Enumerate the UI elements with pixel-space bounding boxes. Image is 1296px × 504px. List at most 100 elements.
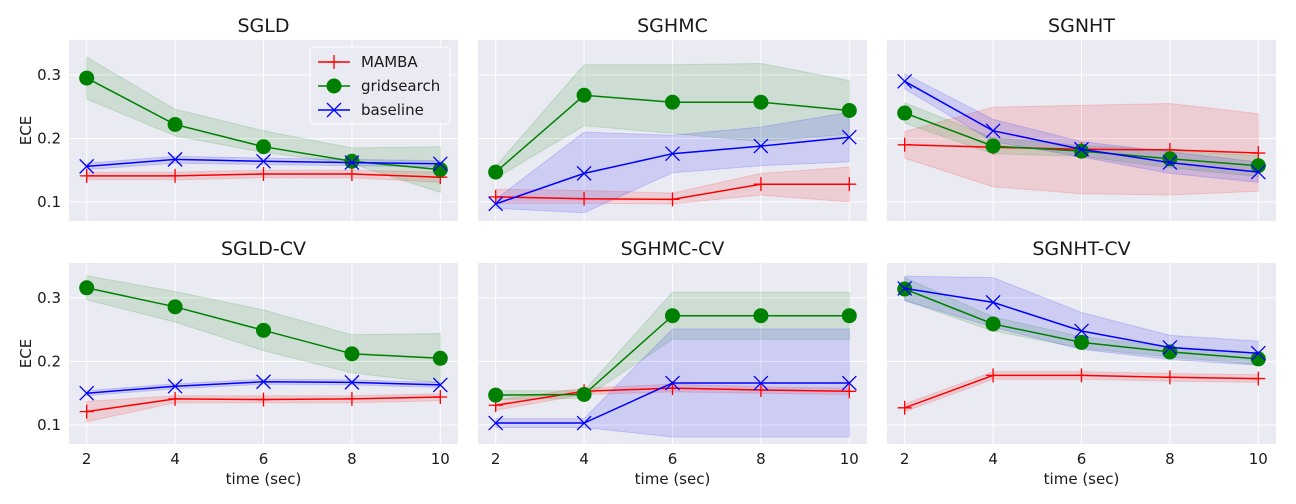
x-tick-label: 6 [1077, 450, 1087, 468]
y-axis-label: ECE [17, 116, 35, 145]
data-point-gridsearch [665, 308, 680, 324]
data-point-baseline [753, 138, 769, 154]
data-point-baseline [985, 123, 1001, 139]
data-point-mamba [577, 191, 592, 206]
data-point-baseline [1074, 141, 1089, 157]
data-point-gridsearch [488, 387, 504, 403]
data-point-gridsearch [1074, 334, 1089, 350]
x-tick-label: 6 [259, 450, 269, 468]
data-point-baseline [79, 385, 95, 401]
data-point-mamba [168, 391, 183, 406]
y-axis-label: ECE [17, 339, 35, 368]
data-point-baseline [841, 129, 857, 145]
data-point-gridsearch [576, 87, 592, 103]
data-point-gridsearch [344, 153, 360, 169]
data-point-gridsearch [841, 102, 857, 118]
data-point-baseline [1250, 345, 1266, 361]
panel-title: SGLD-CV [221, 238, 306, 260]
data-point-mamba [1251, 146, 1266, 161]
panel-title: SGNHT [1048, 15, 1115, 37]
x-axis-label: time (sec) [635, 470, 711, 488]
data-point-baseline [1250, 164, 1266, 180]
data-point-mamba [168, 168, 183, 183]
data-point-gridsearch [79, 70, 95, 86]
data-point-gridsearch [665, 94, 680, 110]
data-point-mamba [433, 390, 448, 405]
data-point-mamba [842, 177, 857, 192]
data-point-baseline [256, 153, 271, 169]
data-point-mamba [256, 167, 271, 182]
data-point-gridsearch [344, 346, 360, 362]
x-tick-label: 10 [431, 450, 450, 468]
legend-label: gridsearch [361, 77, 440, 95]
data-point-baseline [1162, 155, 1178, 171]
x-axis-label: time (sec) [1044, 470, 1120, 488]
x-tick-label: 10 [840, 450, 859, 468]
data-point-mamba [897, 137, 912, 152]
panel-title: SGNHT-CV [1032, 238, 1130, 260]
data-point-mamba [665, 192, 680, 207]
data-point-gridsearch [79, 280, 95, 296]
data-point-baseline [985, 294, 1001, 310]
data-point-baseline [753, 375, 769, 391]
y-tick-label: 0.1 [37, 193, 61, 211]
data-point-mamba [1251, 371, 1266, 386]
legend-label: baseline [361, 101, 424, 119]
data-point-gridsearch [985, 316, 1001, 332]
x-tick-label: 10 [1249, 450, 1268, 468]
data-point-gridsearch [432, 162, 448, 178]
data-point-mamba [1162, 370, 1177, 385]
data-point-baseline [167, 378, 183, 394]
data-point-baseline [344, 155, 360, 171]
x-tick-label: 4 [170, 450, 180, 468]
legend-marker-baseline [326, 102, 342, 118]
legend-box [309, 46, 451, 125]
data-point-mamba [344, 167, 359, 182]
data-point-mamba [488, 189, 503, 204]
data-point-gridsearch [167, 116, 183, 132]
x-tick-label: 2 [491, 450, 501, 468]
data-point-gridsearch [753, 308, 769, 324]
x-tick-label: 4 [579, 450, 589, 468]
data-point-gridsearch [753, 94, 769, 110]
panel-sgld: SGLD 0.1 0.2 0.3 ECE MAMBA gridsearch baseline [17, 15, 458, 221]
y-tick-label: 0.2 [37, 129, 61, 147]
panel-title: SGHMC-CV [621, 238, 725, 260]
data-point-gridsearch [576, 386, 592, 402]
data-point-baseline [576, 415, 592, 431]
data-point-gridsearch [1250, 351, 1266, 367]
data-point-gridsearch [256, 322, 271, 338]
data-point-mamba [842, 384, 857, 399]
x-tick-label: 8 [347, 450, 357, 468]
data-point-baseline [488, 415, 504, 431]
data-point-mamba [344, 391, 359, 406]
data-point-baseline [1074, 323, 1089, 339]
panel-sghmc: SGHMC [478, 15, 867, 221]
data-point-mamba [256, 392, 271, 407]
data-point-baseline [576, 165, 592, 181]
data-point-gridsearch [432, 350, 448, 366]
x-tick-label: 2 [82, 450, 92, 468]
data-point-baseline [432, 156, 448, 172]
x-axis-label: time (sec) [226, 470, 302, 488]
data-point-gridsearch [1074, 143, 1089, 159]
legend-label: MAMBA [361, 53, 418, 71]
legend-marker-gridsearch [326, 78, 342, 94]
y-tick-label: 0.3 [37, 289, 61, 307]
data-point-mamba [986, 368, 1001, 383]
x-tick-label: 6 [668, 450, 678, 468]
data-point-gridsearch [841, 308, 857, 324]
y-tick-label: 0.3 [37, 66, 61, 84]
data-point-baseline [665, 146, 680, 162]
data-point-baseline [897, 73, 913, 89]
panel-title: SGLD [238, 15, 290, 37]
data-point-baseline [665, 375, 680, 391]
data-point-baseline [344, 374, 360, 390]
data-point-baseline [432, 377, 448, 393]
band-baseline [86, 378, 441, 397]
legend: MAMBA gridsearch baseline [309, 46, 451, 125]
data-point-mamba [1074, 368, 1089, 383]
data-point-baseline [841, 375, 857, 391]
y-tick-label: 0.1 [37, 416, 61, 434]
